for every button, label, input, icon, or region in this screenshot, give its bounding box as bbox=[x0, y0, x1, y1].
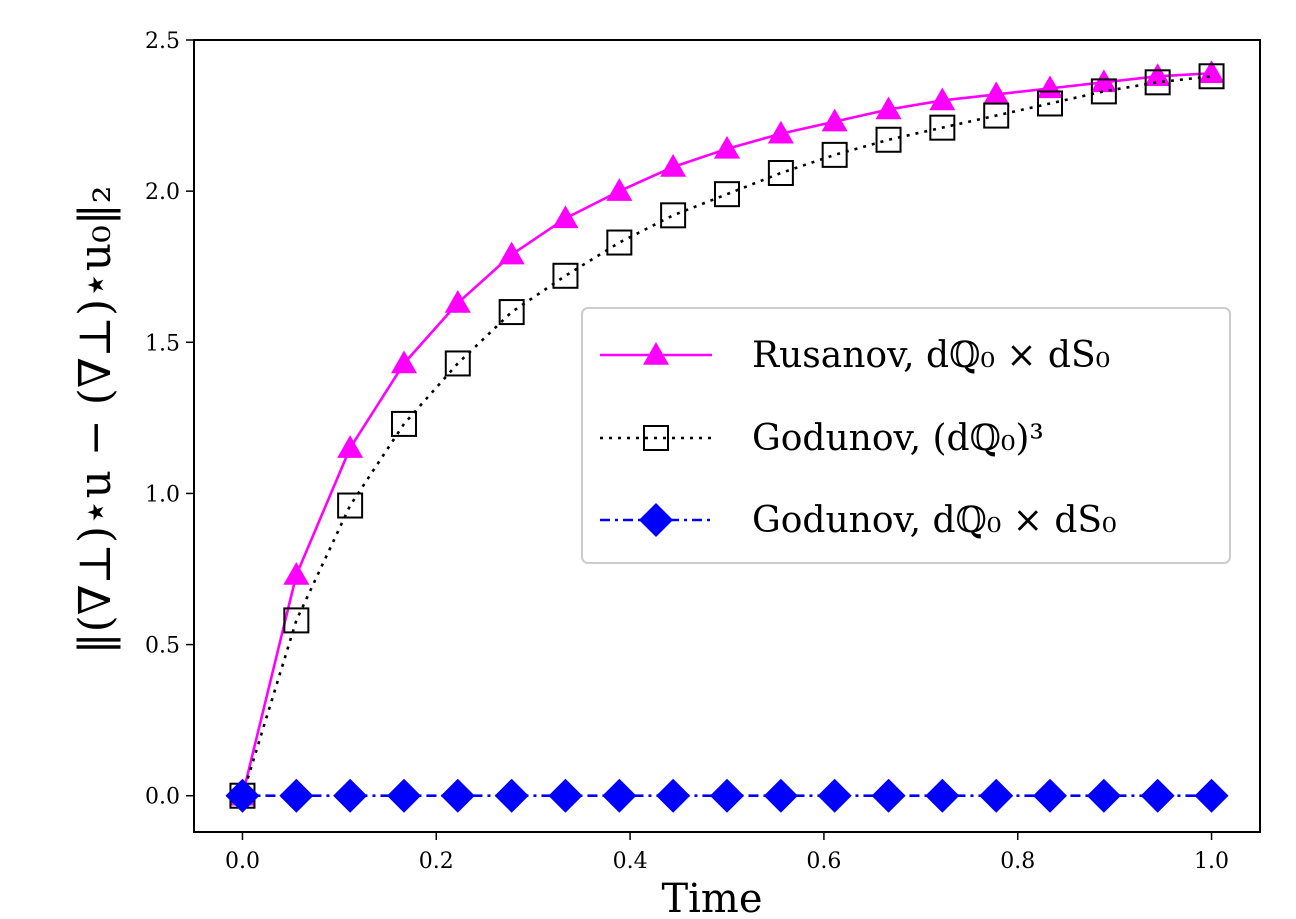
data-point-5 bbox=[498, 241, 525, 265]
series-line bbox=[241, 74, 1212, 797]
data-point-4 bbox=[444, 289, 471, 313]
legend-entry-1: Rusanov, dℚ₀ × dS₀ bbox=[600, 335, 1110, 376]
data-point-5 bbox=[498, 299, 525, 326]
data-point-14 bbox=[983, 102, 1010, 129]
data-point-11 bbox=[821, 108, 848, 132]
data-point-1 bbox=[283, 562, 310, 585]
data-point-9 bbox=[710, 778, 744, 813]
data-point-4 bbox=[444, 350, 471, 377]
legend-label: Rusanov, dℚ₀ × dS₀ bbox=[752, 335, 1110, 376]
x-tick-label: 0.4 bbox=[613, 849, 648, 874]
data-point-6 bbox=[548, 778, 583, 813]
legend-marker bbox=[639, 503, 673, 537]
legend-entry-3: Godunov, dℚ₀ × dS₀ bbox=[600, 500, 1117, 541]
y-tick-label: 2.0 bbox=[145, 180, 180, 205]
data-point-1 bbox=[279, 778, 314, 813]
data-point-2 bbox=[337, 492, 364, 519]
data-point-3 bbox=[391, 410, 418, 437]
data-point-13 bbox=[925, 778, 960, 813]
y-tick-label: 0.0 bbox=[145, 785, 180, 810]
data-point-18 bbox=[1198, 60, 1225, 84]
data-point-16 bbox=[1086, 778, 1121, 813]
data-point-0 bbox=[225, 778, 260, 813]
data-point-2 bbox=[333, 778, 368, 813]
data-point-7 bbox=[606, 229, 633, 256]
data-point-17 bbox=[1140, 778, 1175, 813]
series-2 bbox=[229, 63, 1225, 809]
data-point-8 bbox=[660, 153, 687, 177]
data-point-3 bbox=[391, 350, 418, 374]
y-tick-label: 1.0 bbox=[145, 482, 180, 507]
data-point-12 bbox=[875, 96, 902, 120]
data-point-6 bbox=[552, 205, 579, 229]
data-point-8 bbox=[656, 778, 691, 813]
plot-frame bbox=[193, 39, 1261, 833]
data-point-5 bbox=[494, 778, 529, 813]
series-1 bbox=[229, 60, 1225, 806]
data-point-18 bbox=[1194, 778, 1229, 813]
data-point-14 bbox=[979, 778, 1014, 813]
data-point-10 bbox=[763, 778, 798, 813]
data-point-7 bbox=[606, 178, 633, 201]
series-layer bbox=[225, 60, 1229, 813]
data-point-16 bbox=[1090, 78, 1117, 105]
legend-label: Godunov, (dℚ₀)³ bbox=[752, 418, 1044, 459]
legend-frame bbox=[581, 307, 1231, 564]
data-point-13 bbox=[929, 114, 956, 141]
data-point-15 bbox=[1036, 90, 1063, 117]
data-point-12 bbox=[871, 778, 906, 813]
y-tick-label: 0.5 bbox=[145, 634, 180, 659]
data-point-17 bbox=[1144, 69, 1171, 96]
data-point-3 bbox=[387, 778, 422, 813]
y-axis: 0.0 0.5 1.0 1.5 2.0 2.5 bbox=[145, 29, 194, 810]
data-point-13 bbox=[929, 87, 956, 111]
y-tick-label: 1.5 bbox=[145, 331, 180, 356]
data-point-4 bbox=[440, 778, 475, 813]
legend: Rusanov, dℚ₀ × dS₀ Godunov, (dℚ₀)³ Godunov… bbox=[581, 307, 1231, 564]
x-tick-label: 1.0 bbox=[1194, 849, 1229, 874]
data-point-16 bbox=[1090, 69, 1117, 93]
data-point-8 bbox=[660, 202, 687, 229]
legend-entries: Rusanov, dℚ₀ × dS₀ Godunov, (dℚ₀)³ Godunov… bbox=[600, 335, 1117, 541]
data-point-2 bbox=[337, 435, 364, 458]
data-point-11 bbox=[821, 141, 848, 168]
legend-entry-2: Godunov, (dℚ₀)³ bbox=[600, 418, 1044, 459]
y-tick-label: 2.5 bbox=[145, 29, 180, 54]
data-point-11 bbox=[817, 778, 852, 813]
data-point-10 bbox=[767, 120, 794, 144]
x-tick-label: 0.0 bbox=[225, 849, 260, 874]
data-point-12 bbox=[875, 126, 902, 153]
legend-label: Godunov, dℚ₀ × dS₀ bbox=[752, 500, 1117, 541]
data-point-10 bbox=[767, 160, 794, 187]
data-point-6 bbox=[552, 262, 579, 289]
series-3 bbox=[225, 778, 1229, 813]
y-axis-label: ‖(∇⊥)⋆u − (∇⊥)⋆u₀‖₂ bbox=[70, 186, 121, 655]
x-tick-label: 0.8 bbox=[1000, 849, 1035, 874]
data-point-7 bbox=[602, 778, 637, 813]
data-point-9 bbox=[714, 181, 740, 208]
x-axis-label: Time bbox=[661, 876, 762, 919]
legend-marker bbox=[643, 342, 669, 365]
x-tick-label: 0.6 bbox=[806, 849, 841, 874]
legend-marker bbox=[643, 425, 669, 451]
data-point-15 bbox=[1032, 778, 1067, 813]
x-axis: 0.0 0.2 0.4 0.6 0.8 1.0 bbox=[225, 832, 1229, 874]
data-point-9 bbox=[714, 135, 740, 159]
data-point-18 bbox=[1198, 63, 1225, 90]
data-point-1 bbox=[283, 607, 310, 634]
x-tick-label: 0.2 bbox=[419, 849, 454, 874]
data-point-14 bbox=[983, 81, 1010, 105]
